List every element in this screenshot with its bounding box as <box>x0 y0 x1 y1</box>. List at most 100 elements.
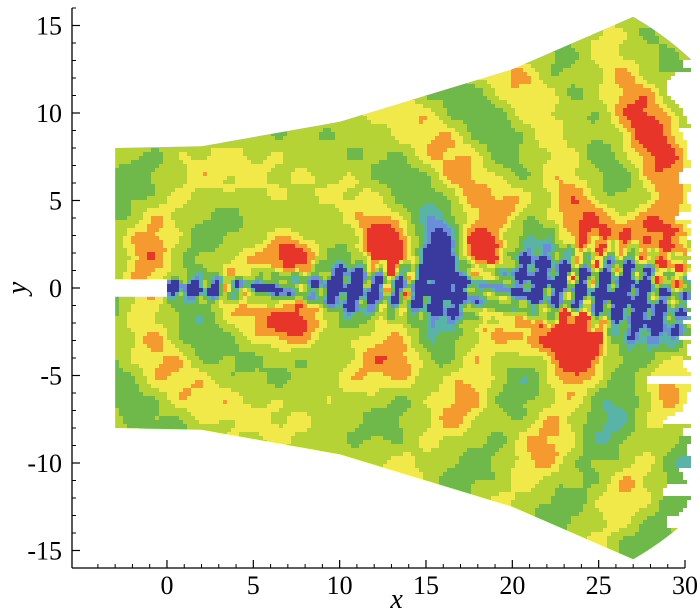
contour-band <box>495 308 511 312</box>
contour-band <box>383 272 387 276</box>
contour-band <box>235 324 255 328</box>
contour-band <box>163 276 171 280</box>
contour-band <box>283 404 387 408</box>
contour-band <box>451 524 467 528</box>
contour-band <box>203 320 215 324</box>
contour-band <box>547 368 555 372</box>
contour-band <box>403 288 411 292</box>
contour-band <box>519 544 535 548</box>
contour-band <box>399 212 411 216</box>
contour-band <box>451 536 459 540</box>
contour-band <box>187 268 207 272</box>
contour-band <box>187 524 211 528</box>
contour-band <box>631 324 643 328</box>
contour-band <box>115 136 123 140</box>
contour-band <box>235 188 267 192</box>
contour-band <box>231 428 307 432</box>
contour-band <box>519 116 555 120</box>
contour-band <box>555 104 607 108</box>
contour-band <box>115 20 279 24</box>
contour-band <box>419 88 483 92</box>
contour-band <box>571 260 575 264</box>
contour-band <box>179 240 191 244</box>
contour-band <box>639 240 643 244</box>
contour-band <box>547 216 563 220</box>
contour-band <box>143 372 155 376</box>
contour-band <box>531 260 535 264</box>
contour-band <box>307 320 319 324</box>
contour-band <box>347 440 363 444</box>
contour-band <box>431 340 435 344</box>
contour-band <box>491 432 503 436</box>
contour-band <box>391 216 403 220</box>
contour-band <box>239 280 243 284</box>
contour-band <box>395 308 399 312</box>
contour-band <box>131 132 139 136</box>
contour-band <box>543 344 599 348</box>
contour-band <box>427 144 455 148</box>
contour-band <box>463 60 487 64</box>
contour-band <box>307 340 315 344</box>
contour-band <box>199 420 219 424</box>
contour-band <box>451 288 455 292</box>
contour-band <box>115 48 147 52</box>
contour-band <box>371 288 379 292</box>
contour-band <box>667 312 671 316</box>
contour-band <box>171 112 179 116</box>
contour-band <box>411 496 491 500</box>
contour-band <box>603 184 631 188</box>
contour-band <box>619 240 623 244</box>
contour-band <box>571 24 615 28</box>
contour-band <box>635 60 659 64</box>
contour-band <box>603 176 631 180</box>
contour-band <box>467 228 475 232</box>
contour-band <box>603 348 607 352</box>
contour-band <box>431 140 455 144</box>
contour-band <box>295 304 303 308</box>
contour-band <box>527 436 547 440</box>
contour-band <box>591 284 595 288</box>
contour-band <box>187 200 319 204</box>
contour-band <box>339 28 363 32</box>
contour-band <box>623 316 627 320</box>
contour-band <box>275 56 283 60</box>
contour-band <box>115 184 155 188</box>
contour-band <box>579 268 587 272</box>
contour-band <box>635 456 655 460</box>
contour-band <box>519 540 539 544</box>
contour-band <box>495 88 555 92</box>
contour-band <box>635 296 647 300</box>
contour-band <box>347 308 355 312</box>
contour-band <box>375 320 387 324</box>
contour-band <box>235 176 267 180</box>
contour-band <box>387 312 395 316</box>
contour-band <box>475 312 479 316</box>
contour-band <box>531 528 567 532</box>
contour-band <box>115 488 123 492</box>
contour-band <box>183 292 187 296</box>
contour-band <box>559 272 567 276</box>
contour-band <box>283 400 327 404</box>
contour-band <box>223 44 231 48</box>
contour-band <box>559 176 579 180</box>
contour-band <box>399 140 431 144</box>
contour-band <box>467 196 495 200</box>
contour-band <box>287 416 311 420</box>
contour-band <box>635 532 675 536</box>
contour-band <box>547 160 579 164</box>
contour-band <box>127 248 135 252</box>
contour-band <box>191 484 247 488</box>
contour-band <box>175 308 211 312</box>
contour-band <box>375 300 379 304</box>
contour-band <box>207 292 219 296</box>
contour-band <box>671 236 679 240</box>
contour-band <box>551 272 555 276</box>
contour-band <box>611 16 675 20</box>
contour-band <box>591 464 631 468</box>
contour-band <box>639 368 655 372</box>
contour-band <box>427 428 467 432</box>
contour-band <box>443 180 451 184</box>
contour-band <box>411 300 423 304</box>
contour-band <box>435 540 447 544</box>
contour-band <box>291 180 315 184</box>
